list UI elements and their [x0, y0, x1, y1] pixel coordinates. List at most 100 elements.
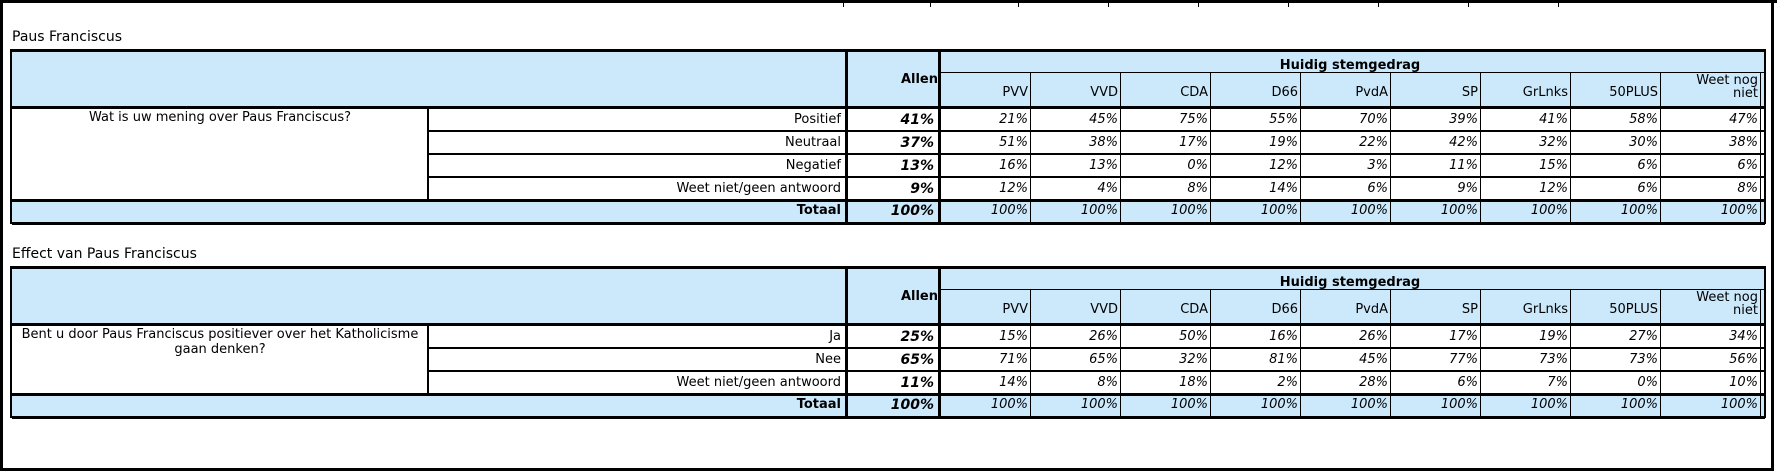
data-cell: 38% [1089, 135, 1118, 150]
data-cell: 12% [1269, 158, 1298, 173]
data-cell: 55% [1269, 112, 1298, 127]
column-header: VVD [1090, 302, 1118, 317]
group-label: Huidig stemgedrag [1279, 275, 1421, 290]
data-cell: 75% [1179, 112, 1208, 127]
allen-right-border [938, 52, 941, 224]
total-bottom-border [12, 222, 1765, 225]
data-cell: 6% [1637, 158, 1658, 173]
data-cell: 42% [1449, 135, 1478, 150]
allen-cell: 41% [900, 112, 934, 128]
data-cell: 51% [999, 135, 1028, 150]
row-label: Ja [829, 329, 841, 344]
column-divider [1210, 72, 1211, 224]
column-divider [1120, 72, 1121, 224]
allen-cell: 9% [910, 181, 934, 197]
allen-left-border [845, 269, 848, 418]
data-cell: 6% [1737, 158, 1758, 173]
column-divider [1480, 289, 1481, 418]
group-label: Huidig stemgedrag [1279, 58, 1421, 73]
total-allen-cell: 100% [890, 203, 934, 219]
column-divider [1030, 289, 1031, 418]
column-header: PvdA [1355, 85, 1388, 100]
column-header: GrLnks [1522, 85, 1568, 100]
column-divider [1660, 72, 1661, 224]
total-cell: 100% [1440, 397, 1478, 412]
column-divider [1120, 289, 1121, 418]
data-cell: 30% [1629, 135, 1658, 150]
total-cell: 100% [1440, 203, 1478, 218]
data-cell: 15% [1539, 158, 1568, 173]
column-divider [1390, 289, 1391, 418]
data-cell: 8% [1187, 181, 1208, 196]
row-divider [428, 370, 1765, 372]
section-title: Effect van Paus Franciscus [12, 246, 197, 262]
data-cell: 34% [1729, 329, 1758, 344]
data-cell: 81% [1269, 352, 1298, 367]
total-cell: 100% [1720, 397, 1758, 412]
row-label: Neutraal [785, 135, 841, 150]
data-cell: 6% [1367, 181, 1388, 196]
column-header: CDA [1180, 85, 1208, 100]
column-divider [1570, 289, 1571, 418]
data-cell: 14% [1269, 181, 1298, 196]
data-cell: 17% [1449, 329, 1478, 344]
column-header: D66 [1271, 85, 1298, 100]
column-divider [1760, 289, 1761, 418]
data-cell: 45% [1359, 352, 1388, 367]
data-cell: 39% [1449, 112, 1478, 127]
total-cell: 100% [990, 203, 1028, 218]
data-cell: 26% [1359, 329, 1388, 344]
header-bottom-border [12, 323, 1765, 326]
column-divider [1210, 289, 1211, 418]
data-cell: 14% [999, 375, 1028, 390]
column-header: PVV [1002, 302, 1028, 317]
top-strip-tick [1378, 3, 1379, 7]
data-cell: 17% [1179, 135, 1208, 150]
data-cell: 13% [1089, 158, 1118, 173]
allen-cell: 65% [900, 352, 934, 368]
section-title: Paus Franciscus [12, 29, 122, 45]
row-divider [428, 176, 1765, 178]
total-cell: 100% [1260, 203, 1298, 218]
data-cell: 26% [1089, 329, 1118, 344]
data-cell: 56% [1729, 352, 1758, 367]
row-divider [428, 130, 1765, 132]
header-top-border [12, 49, 1765, 52]
row-divider [428, 347, 1765, 349]
column-header: Weet nog niet [1696, 290, 1758, 318]
top-border-strip [0, 0, 1777, 7]
data-cell: 58% [1629, 112, 1658, 127]
total-row [12, 394, 1765, 416]
data-cell: 0% [1637, 375, 1658, 390]
data-cell: 16% [999, 158, 1028, 173]
column-divider [1390, 72, 1391, 224]
total-cell: 100% [1620, 397, 1658, 412]
table-header [12, 52, 1765, 108]
label-col-border [427, 325, 429, 394]
total-label: Totaal [796, 397, 841, 412]
allen-cell: 37% [900, 135, 934, 151]
allen-left-border [845, 52, 848, 224]
allen-cell: 11% [900, 375, 934, 391]
total-cell: 100% [1080, 203, 1118, 218]
total-cell: 100% [1350, 203, 1388, 218]
data-cell: 38% [1729, 135, 1758, 150]
total-cell: 100% [1620, 203, 1658, 218]
data-cell: 73% [1629, 352, 1658, 367]
group-divider [940, 72, 1764, 73]
total-top-border [12, 393, 1765, 396]
top-strip-tick [1288, 3, 1289, 7]
data-cell: 19% [1269, 135, 1298, 150]
data-cell: 0% [1187, 158, 1208, 173]
top-strip-tick [1558, 3, 1559, 7]
column-header: SP [1461, 302, 1478, 317]
data-cell: 8% [1737, 181, 1758, 196]
allen-right-border [938, 269, 941, 418]
table-left-border [10, 266, 12, 418]
top-strip-tick [1018, 3, 1019, 7]
question-text: Wat is uw mening over Paus Franciscus? [88, 110, 352, 125]
row-divider [428, 153, 1765, 155]
data-cell: 73% [1539, 352, 1568, 367]
data-cell: 4% [1097, 181, 1118, 196]
